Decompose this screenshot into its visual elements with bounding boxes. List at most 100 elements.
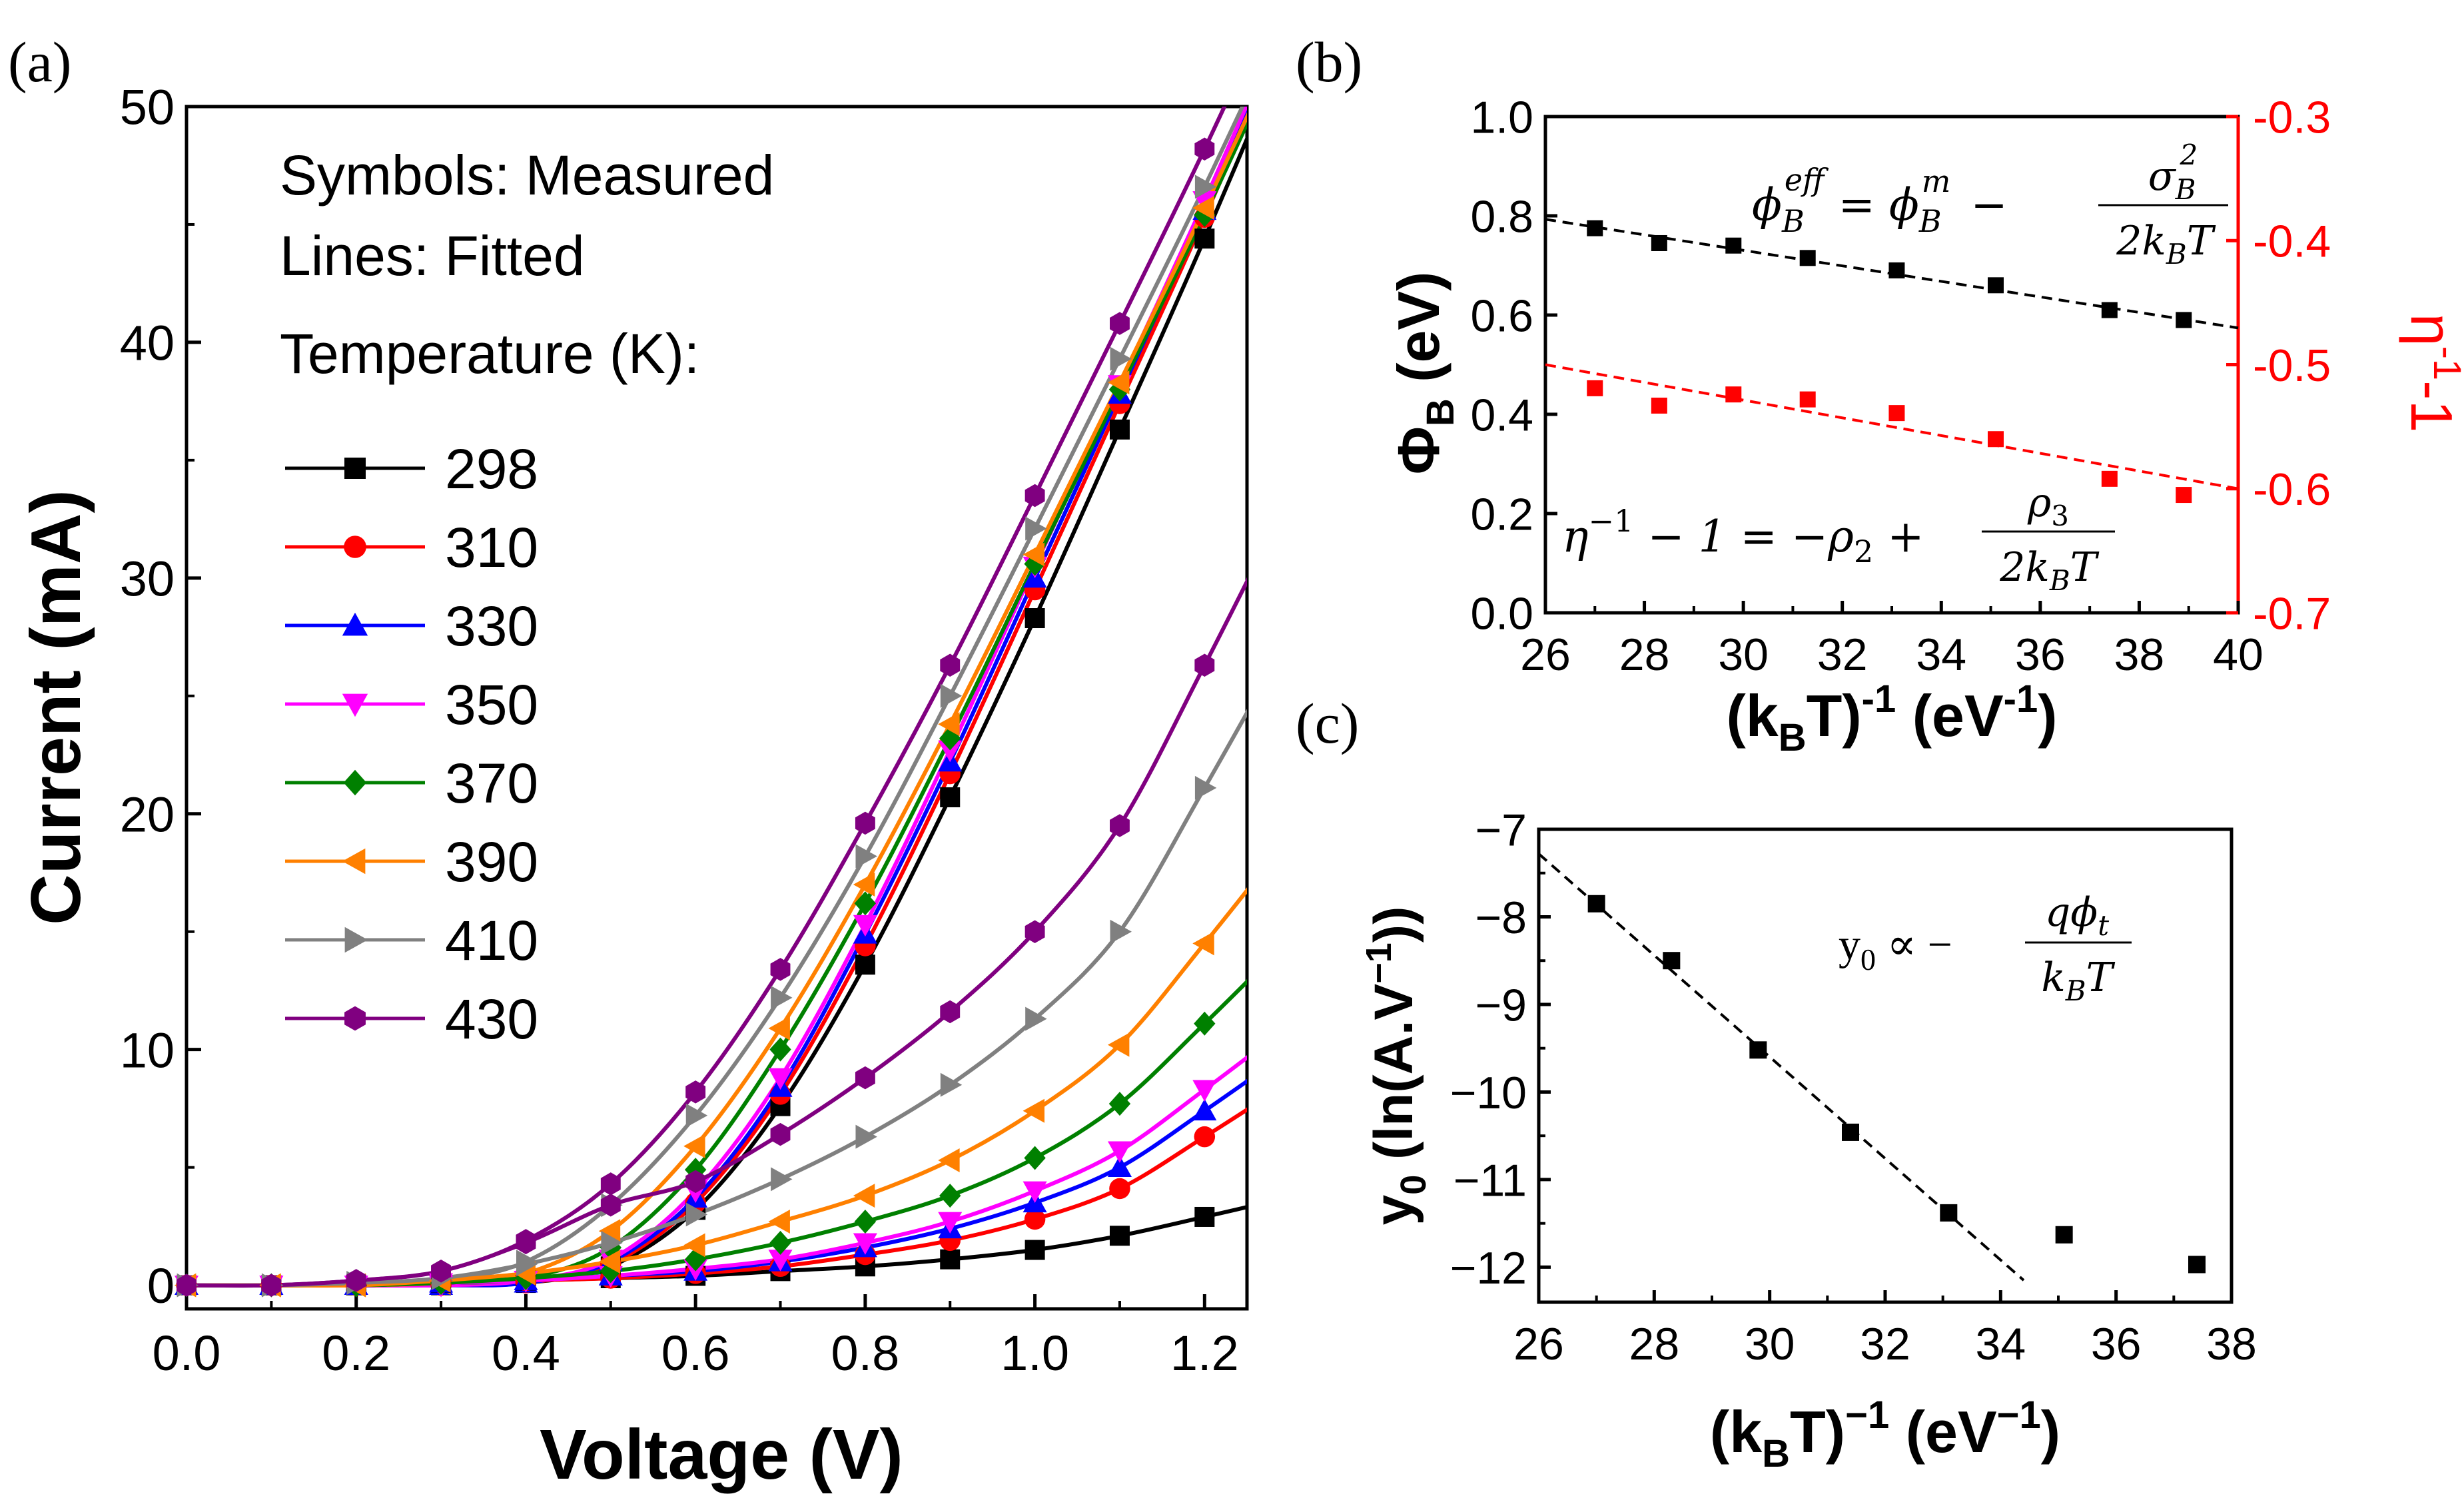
panel-c-x-axis-title: (kBT)−1 (eV−1) bbox=[1710, 1393, 2060, 1475]
panel-b-left-y-tick-label: 0.4 bbox=[1470, 390, 1533, 440]
panel-a-marker-350 bbox=[768, 1250, 793, 1272]
panel-a-marker-390 bbox=[1192, 931, 1214, 956]
panel-a-marker-370 bbox=[1194, 1011, 1216, 1036]
panel-a-marker-310 bbox=[1024, 1208, 1046, 1230]
panel-a-marker-350 bbox=[1192, 1080, 1217, 1102]
panel-a-annotation-measured: Symbols: Measured bbox=[280, 144, 774, 206]
panel-b-equation-top: ϕBeff = ϕBm − bbox=[1752, 162, 2008, 239]
legend-marker-350 bbox=[342, 693, 368, 717]
panel-a-annotation-fitted: Lines: Fitted bbox=[280, 224, 585, 287]
panel-a-x-tick-label: 1.0 bbox=[1001, 1325, 1069, 1381]
panel-a-marker-390 bbox=[1107, 370, 1130, 395]
panel-a-y-tick-label: 0 bbox=[147, 1258, 175, 1314]
panel-a-marker-390 bbox=[938, 712, 960, 737]
panel-a-marker-430 bbox=[855, 811, 875, 835]
panel-a-marker-430 bbox=[940, 653, 961, 677]
panel-a-marker-410 bbox=[685, 1202, 708, 1227]
panel-a-marker-430 bbox=[940, 1000, 961, 1024]
panel-b-marker-left bbox=[2176, 312, 2192, 328]
legend-label-310: 310 bbox=[445, 516, 538, 579]
panel-a-marker-430 bbox=[600, 1172, 621, 1196]
panel-c-y-tick-label: −8 bbox=[1475, 893, 1527, 943]
panel-a-marker-350 bbox=[1023, 1181, 1047, 1204]
panel-b-marker-right bbox=[1725, 386, 1742, 403]
panel-a-marker-310 bbox=[1109, 1178, 1130, 1200]
panel-a-marker-350 bbox=[1107, 1141, 1132, 1163]
legend-label-298: 298 bbox=[445, 438, 538, 500]
panel-b-marker-right bbox=[1988, 431, 2004, 448]
panel-a-marker-390 bbox=[683, 1233, 705, 1258]
panel-c-marker bbox=[2188, 1256, 2206, 1274]
panel-a-markers bbox=[175, 137, 1217, 1298]
panel-c-x-tick-label: 30 bbox=[1745, 1319, 1795, 1369]
panel-a-marker-410 bbox=[1025, 1006, 1047, 1031]
panel-a-fit-line-330-upper bbox=[187, 109, 1247, 1288]
panel-b-right-y-tick-label: -0.3 bbox=[2253, 92, 2331, 143]
panel-b-left-y-tick-label: 0.6 bbox=[1470, 290, 1533, 341]
panel-a-marker-430 bbox=[770, 1122, 791, 1146]
panel-a-marker-430 bbox=[1110, 814, 1130, 837]
panel-c-frame bbox=[1537, 827, 2234, 1304]
panel-a-x-tick-label: 0.4 bbox=[492, 1325, 560, 1381]
panel-b-equation-bottom-denominator: 2kBT bbox=[1999, 544, 2099, 597]
panel-a-marker-390 bbox=[768, 1016, 790, 1040]
legend-label-370: 370 bbox=[445, 752, 538, 815]
panel-a-frame bbox=[185, 105, 1249, 1311]
panel-a-y-tick-label: 10 bbox=[120, 1022, 175, 1078]
panel-a-marker-430 bbox=[346, 1269, 366, 1292]
panel-b-label: (b) bbox=[1296, 30, 1362, 94]
panel-a-marker-298 bbox=[1025, 1240, 1045, 1260]
panel-b-right-y-tick-label: -0.4 bbox=[2253, 216, 2331, 267]
panel-a-marker-430 bbox=[1194, 653, 1215, 677]
panel-a-x-axis-title: Voltage (V) bbox=[540, 1415, 903, 1494]
panel-b-x-tick-label: 30 bbox=[1718, 629, 1769, 680]
panel-b-right-y-tick-label: -0.6 bbox=[2253, 464, 2331, 515]
panel-a-marker-390 bbox=[598, 1250, 621, 1274]
panel-c-marker bbox=[1940, 1204, 1958, 1222]
panel-a-marker-410 bbox=[1194, 175, 1217, 199]
legend-marker-310 bbox=[344, 536, 366, 558]
panel-c-x-tick-label: 36 bbox=[2091, 1319, 2142, 1369]
panel-c-marker bbox=[1663, 952, 1681, 970]
panel-a-marker-330 bbox=[1192, 1098, 1217, 1121]
panel-a-x-tick-label: 1.2 bbox=[1170, 1325, 1239, 1381]
panel-b-marker-left bbox=[1988, 277, 2004, 294]
panel-b-x-tick-label: 40 bbox=[2213, 629, 2263, 680]
panel-a-marker-370 bbox=[1024, 1146, 1046, 1170]
panel-b-left-y-tick-label: 0.2 bbox=[1470, 489, 1533, 540]
panel-a-marker-370 bbox=[769, 1037, 791, 1062]
panel-c-x-tick-label: 26 bbox=[1513, 1319, 1564, 1369]
panel-a-annotation-temperature: Temperature (K): bbox=[280, 322, 699, 385]
panel-a-marker-430 bbox=[431, 1260, 452, 1283]
panel-c-label: (c) bbox=[1296, 691, 1359, 755]
panel-c-x-tick-label: 34 bbox=[1976, 1319, 2026, 1369]
panel-a-marker-430 bbox=[600, 1194, 621, 1217]
panel-b-ticks: 26 28 30 32 34 36 38 40 0.0 0.2 0.4 0.6 0.8 1.0 -0.7 -0… bbox=[1470, 92, 2331, 680]
panel-a-marker-390 bbox=[598, 1219, 621, 1244]
panel-b-marker-right bbox=[1587, 380, 1603, 396]
panel-b-right-y-tick-label: -0.7 bbox=[2253, 588, 2331, 639]
panel-c-marker bbox=[1749, 1041, 1767, 1059]
panel-a-marker-370 bbox=[939, 1184, 961, 1208]
panel-c-x-tick-label: 38 bbox=[2206, 1319, 2257, 1369]
panel-a-marker-298 bbox=[1025, 608, 1045, 629]
panel-a-marker-410 bbox=[771, 1167, 793, 1192]
legend-label-410: 410 bbox=[445, 909, 538, 972]
panel-b-marker-left bbox=[1725, 237, 1742, 254]
panel-a-marker-370 bbox=[1108, 1092, 1131, 1116]
panel-b-marker-left bbox=[2101, 302, 2118, 318]
panel-a-marker-430 bbox=[1110, 312, 1130, 335]
panel-b-right-y-tick-label: -0.5 bbox=[2253, 340, 2331, 391]
panel-a-marker-430 bbox=[261, 1274, 282, 1297]
panel-b-left-y-tick-label: 0.0 bbox=[1470, 588, 1533, 639]
panel-c-marker bbox=[1842, 1123, 1859, 1141]
panel-b-marker-left bbox=[1587, 220, 1603, 236]
panel-c-x-tick-label: 32 bbox=[1860, 1319, 1910, 1369]
panel-a-marker-390 bbox=[853, 1184, 875, 1208]
panel-a-marker-410 bbox=[1110, 919, 1132, 944]
panel-c-x-tick-label: 28 bbox=[1629, 1319, 1680, 1369]
panel-a-marker-390 bbox=[1023, 1098, 1044, 1123]
panel-a-marker-430 bbox=[177, 1274, 197, 1297]
panel-a-marker-430 bbox=[1025, 484, 1045, 508]
panel-b-marker-right bbox=[2176, 487, 2192, 504]
